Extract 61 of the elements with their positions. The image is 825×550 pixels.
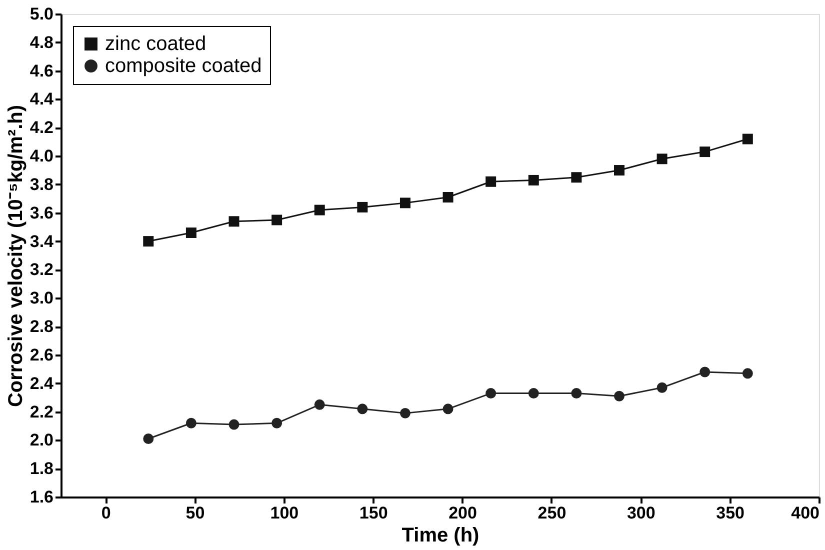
point	[272, 214, 282, 226]
point	[357, 202, 368, 212]
point	[614, 390, 624, 402]
y-tick-label: 1.8	[30, 459, 54, 478]
point	[272, 418, 282, 428]
x-tick-label: 300	[626, 504, 656, 522]
y-tick-label: 4.2	[30, 118, 54, 138]
x-tick-label: 150	[359, 504, 388, 522]
y-tick-label: 2.8	[30, 317, 54, 336]
y-tick-label: 5.0	[30, 4, 54, 24]
y-tick-label: 2.2	[30, 402, 54, 422]
point	[700, 366, 710, 378]
point	[571, 172, 582, 183]
y-tick-label: 3.2	[30, 260, 54, 280]
point	[486, 388, 496, 399]
legend-label: zinc coated	[105, 33, 206, 55]
point	[186, 418, 196, 428]
y-tick-label: 2.6	[30, 345, 54, 364]
point	[614, 165, 624, 176]
y-tick-label: 4.6	[30, 61, 54, 80]
x-tick-label: 200	[448, 504, 477, 522]
y-tick-label: 2.0	[30, 430, 54, 450]
y-tick-label: 4.8	[30, 32, 54, 52]
y-tick-label: 3.4	[30, 232, 54, 251]
x-tick-label: 250	[538, 504, 566, 522]
point	[742, 134, 753, 144]
y-tick-label: 3.6	[30, 203, 54, 222]
y-axis-title: Corrosive velocity (10⁻⁵kg/m².h)	[4, 104, 27, 408]
point	[656, 382, 668, 393]
y-tick-label: 1.6	[30, 488, 54, 506]
x-tick-label: 100	[270, 504, 299, 522]
point	[656, 154, 668, 164]
y-tick-label: 3.8	[30, 174, 54, 194]
point	[143, 434, 154, 444]
point	[143, 236, 154, 247]
point	[700, 146, 710, 158]
x-tick-label: 350	[716, 504, 745, 522]
x-axis-title: Time (h)	[402, 524, 480, 546]
point	[571, 388, 582, 399]
y-tick-label: 4.4	[30, 90, 54, 109]
x-tick-label: 50	[186, 504, 205, 522]
point	[228, 419, 240, 430]
x-tick-label: 0	[101, 504, 111, 522]
point	[442, 192, 454, 202]
y-tick-label: 4.0	[30, 146, 54, 166]
point	[486, 176, 496, 187]
y-tick-label: 2.4	[30, 374, 54, 393]
y-tick-label: 3.0	[30, 288, 54, 308]
point	[400, 408, 410, 418]
point	[314, 399, 325, 410]
x-tick-label: 400	[791, 504, 820, 522]
point	[528, 388, 539, 399]
point	[186, 228, 196, 238]
point	[528, 174, 539, 186]
point	[442, 404, 454, 414]
point	[400, 198, 410, 208]
legend-label: composite coated	[105, 55, 262, 77]
point	[314, 204, 325, 216]
point	[357, 404, 368, 414]
point	[228, 216, 240, 227]
point	[742, 368, 753, 379]
